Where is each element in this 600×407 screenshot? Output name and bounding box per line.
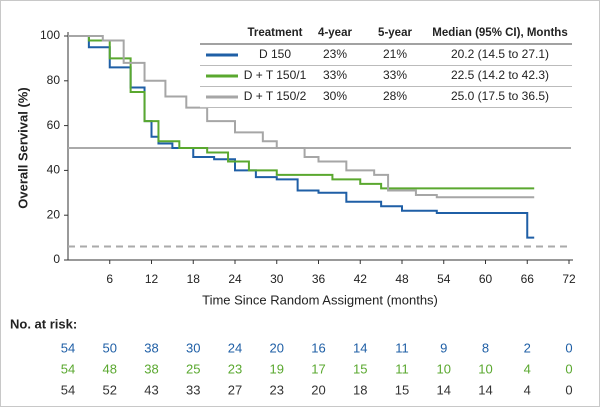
at-risk-count: 17 bbox=[311, 361, 325, 376]
at-risk-count: 43 bbox=[144, 382, 158, 397]
legend-label: D + T 150/1 bbox=[244, 68, 307, 82]
x-tick-label: 42 bbox=[354, 272, 368, 286]
four-year: 30% bbox=[323, 89, 347, 103]
x-tick-label: 54 bbox=[437, 272, 451, 286]
five-year: 21% bbox=[383, 47, 407, 61]
at-risk-count: 24 bbox=[228, 340, 242, 355]
at-risk-title: No. at risk: bbox=[10, 316, 77, 331]
four-year: 23% bbox=[323, 47, 347, 61]
table-header: 5-year bbox=[378, 27, 412, 39]
at-risk-count: 38 bbox=[144, 340, 158, 355]
table-header: Median (95% CI), Months bbox=[432, 27, 567, 39]
y-tick-label: 20 bbox=[47, 207, 61, 221]
at-risk-count: 4 bbox=[524, 382, 531, 397]
median: 22.5 (14.2 to 42.3) bbox=[451, 68, 549, 82]
table-header: 4-year bbox=[318, 27, 352, 39]
at-risk-count: 25 bbox=[186, 361, 200, 376]
at-risk-count: 33 bbox=[186, 382, 200, 397]
survival-curve bbox=[68, 35, 535, 199]
x-tick-label: 6 bbox=[106, 272, 113, 286]
at-risk-count: 15 bbox=[353, 361, 367, 376]
at-risk-count: 20 bbox=[270, 340, 284, 355]
y-tick-label: 0 bbox=[53, 252, 60, 266]
four-year: 33% bbox=[323, 68, 347, 82]
x-tick-label: 48 bbox=[395, 272, 409, 286]
at-risk-count: 10 bbox=[437, 361, 451, 376]
at-risk-count: 52 bbox=[103, 382, 117, 397]
survival-curve bbox=[68, 35, 535, 239]
at-risk-count: 2 bbox=[524, 340, 531, 355]
at-risk-count: 11 bbox=[395, 340, 409, 355]
at-risk-count: 54 bbox=[61, 382, 75, 397]
y-tick-label: 80 bbox=[47, 73, 61, 87]
at-risk-count: 54 bbox=[61, 361, 75, 376]
x-tick-label: 72 bbox=[562, 272, 576, 286]
at-risk-count: 16 bbox=[311, 340, 325, 355]
x-tick-label: 30 bbox=[270, 272, 284, 286]
at-risk-count: 38 bbox=[144, 361, 158, 376]
at-risk-count: 4 bbox=[524, 361, 531, 376]
five-year: 33% bbox=[383, 68, 407, 82]
at-risk-count: 0 bbox=[565, 361, 572, 376]
x-tick-label: 18 bbox=[187, 272, 201, 286]
median: 25.0 (17.5 to 36.5) bbox=[451, 89, 549, 103]
at-risk-count: 10 bbox=[478, 361, 492, 376]
five-year: 28% bbox=[383, 89, 407, 103]
at-risk-count: 14 bbox=[353, 340, 367, 355]
x-tick-label: 36 bbox=[312, 272, 326, 286]
legend-label: D 150 bbox=[259, 47, 291, 61]
y-axis-title: Overall Servival (%) bbox=[15, 87, 30, 208]
at-risk-count: 18 bbox=[353, 382, 367, 397]
x-tick-label: 66 bbox=[521, 272, 535, 286]
legend-label: D + T 150/2 bbox=[244, 89, 307, 103]
at-risk-count: 0 bbox=[565, 340, 572, 355]
at-risk-count: 54 bbox=[61, 340, 75, 355]
y-tick-label: 100 bbox=[40, 28, 60, 42]
at-risk-count: 15 bbox=[395, 382, 409, 397]
at-risk-count: 48 bbox=[103, 361, 117, 376]
y-tick-label: 60 bbox=[47, 118, 61, 132]
at-risk-count: 8 bbox=[482, 340, 489, 355]
at-risk-count: 50 bbox=[103, 340, 117, 355]
at-risk-count: 0 bbox=[565, 382, 572, 397]
x-axis-title: Time Since Random Assigment (months) bbox=[202, 292, 438, 307]
at-risk-count: 27 bbox=[228, 382, 242, 397]
at-risk-count: 9 bbox=[440, 340, 447, 355]
at-risk-count: 14 bbox=[437, 382, 451, 397]
at-risk-count: 14 bbox=[478, 382, 492, 397]
survival-curve bbox=[68, 35, 535, 190]
at-risk-count: 23 bbox=[270, 382, 284, 397]
x-tick-label: 60 bbox=[479, 272, 493, 286]
x-tick-label: 12 bbox=[145, 272, 159, 286]
at-risk-count: 11 bbox=[395, 361, 409, 376]
at-risk-count: 20 bbox=[311, 382, 325, 397]
table-header: Treatment bbox=[248, 27, 303, 39]
median: 20.2 (14.5 to 27.1) bbox=[451, 47, 549, 61]
at-risk-count: 19 bbox=[270, 361, 284, 376]
at-risk-count: 30 bbox=[186, 340, 200, 355]
at-risk-count: 23 bbox=[228, 361, 242, 376]
y-tick-label: 40 bbox=[47, 163, 61, 177]
x-tick-label: 24 bbox=[228, 272, 242, 286]
